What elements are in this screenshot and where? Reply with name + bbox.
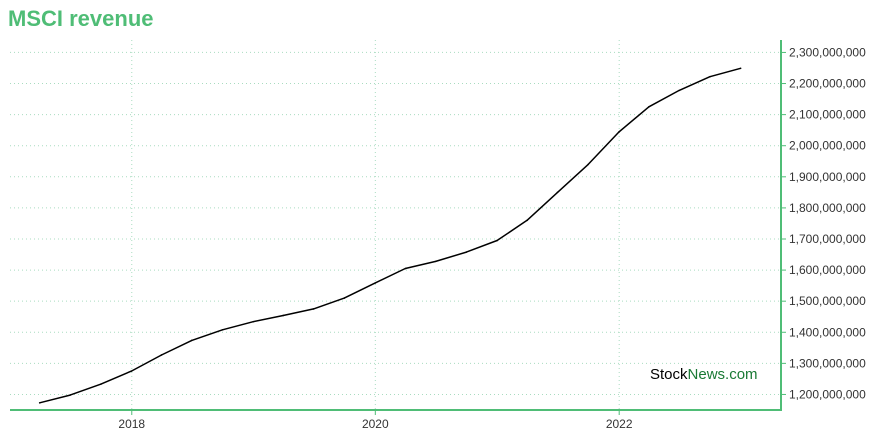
data-point [465, 251, 468, 253]
x-tick-label: 2022 [606, 417, 633, 431]
x-tick-label: 2020 [362, 417, 389, 431]
data-point [709, 75, 711, 78]
series-layer [38, 67, 742, 404]
y-tick-label: 1,700,000,000 [789, 232, 866, 246]
data-point [404, 267, 407, 270]
data-point [556, 191, 559, 194]
y-tick-label: 2,300,000,000 [789, 45, 866, 59]
data-point [312, 308, 315, 310]
data-point [434, 260, 437, 263]
data-point [678, 89, 681, 92]
data-point [252, 320, 255, 323]
data-point [160, 354, 163, 356]
y-tick-label: 1,600,000,000 [789, 263, 866, 277]
data-point [526, 219, 528, 222]
data-point [69, 394, 71, 396]
data-point [496, 239, 498, 242]
data-point [618, 131, 620, 133]
data-point [648, 106, 650, 108]
data-point [343, 297, 346, 299]
watermark-stock: Stock [650, 366, 688, 383]
data-point [191, 339, 193, 342]
y-tick-label: 2,200,000,000 [789, 77, 866, 91]
y-tick-label: 2,000,000,000 [789, 139, 866, 153]
tick-labels: 1,200,000,000 1,300,000,000 1,400,000,000 1… [118, 45, 866, 431]
y-tick-label: 2,100,000,000 [789, 108, 866, 122]
x-tick-label: 2018 [118, 417, 145, 431]
data-point [739, 67, 742, 70]
data-point [99, 383, 102, 385]
y-tick-label: 1,400,000,000 [789, 325, 866, 339]
y-tick-label: 1,900,000,000 [789, 170, 866, 184]
data-point [587, 163, 589, 166]
y-tick-label: 1,800,000,000 [789, 201, 866, 215]
data-point [282, 314, 285, 317]
watermark: StockNews.com [650, 366, 758, 383]
watermark-news: News.com [688, 366, 758, 383]
y-tick-label: 1,300,000,000 [789, 356, 866, 370]
grid [10, 40, 781, 410]
data-point [130, 370, 133, 372]
y-tick-label: 1,500,000,000 [789, 294, 866, 308]
data-point [38, 402, 41, 404]
data-point [374, 282, 376, 284]
chart-title: MSCI revenue [8, 6, 154, 31]
data-point [221, 328, 224, 331]
axes [10, 40, 786, 415]
revenue-series-line [39, 67, 741, 404]
y-tick-label: 1,200,000,000 [789, 387, 866, 401]
